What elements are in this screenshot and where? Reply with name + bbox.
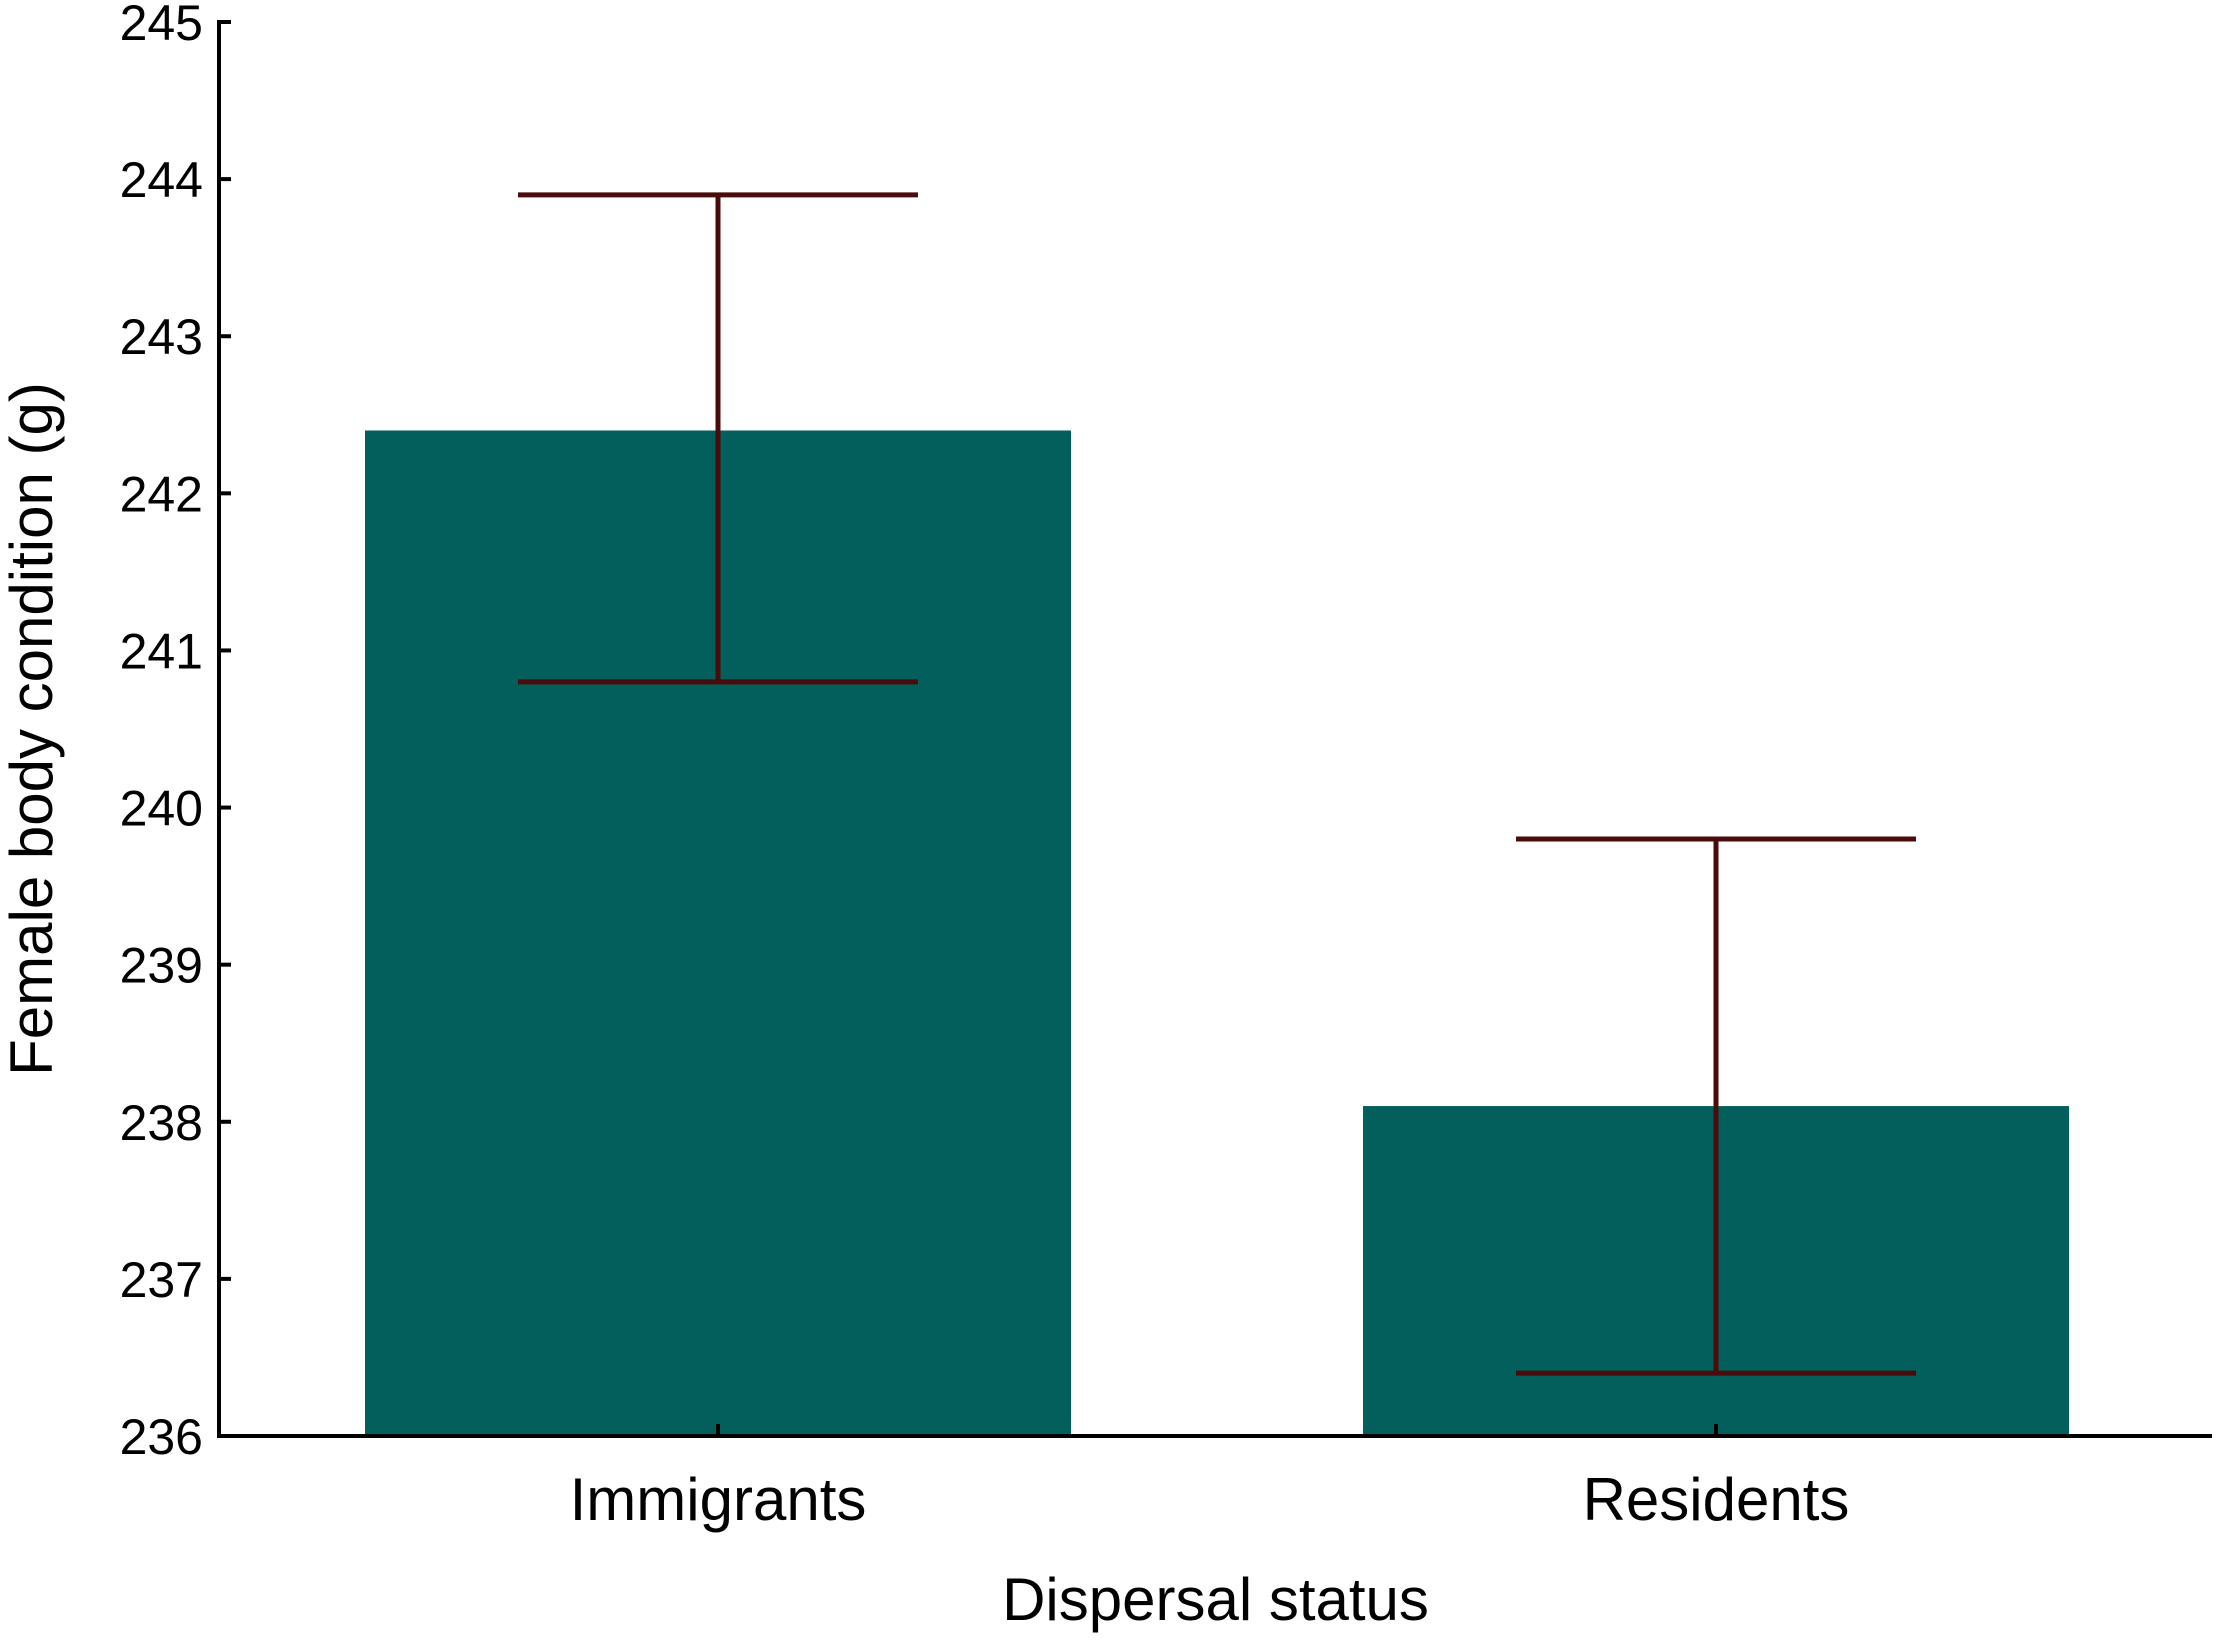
x-ticks: Immigrants Residents — [570, 1424, 1850, 1533]
y-tick-label: 239 — [120, 938, 203, 994]
y-tick-label: 241 — [120, 623, 203, 679]
x-tick-label: Immigrants — [570, 1466, 867, 1533]
y-tick-label: 240 — [120, 781, 203, 837]
error-bars-layer — [518, 192, 1916, 1376]
error-bar-immigrants — [518, 192, 918, 685]
x-axis-title: Dispersal status — [1002, 1566, 1429, 1633]
x-tick-label: Residents — [1583, 1466, 1850, 1533]
y-tick-label: 245 — [120, 0, 203, 51]
y-tick-label: 238 — [120, 1095, 203, 1151]
y-tick-label: 243 — [120, 309, 203, 365]
error-bar-residents — [1516, 836, 1916, 1376]
y-tick-label: 242 — [120, 466, 203, 522]
y-tick-label: 237 — [120, 1252, 203, 1308]
y-tick-label: 244 — [120, 152, 203, 208]
axes-layer — [217, 20, 2212, 1438]
y-ticks: 236 237 238 239 240 241 242 243 244 245 — [120, 0, 231, 1465]
y-tick-label: 236 — [120, 1409, 203, 1465]
bars-layer — [365, 430, 2069, 1436]
y-axis-title: Female body condition (g) — [0, 382, 65, 1076]
